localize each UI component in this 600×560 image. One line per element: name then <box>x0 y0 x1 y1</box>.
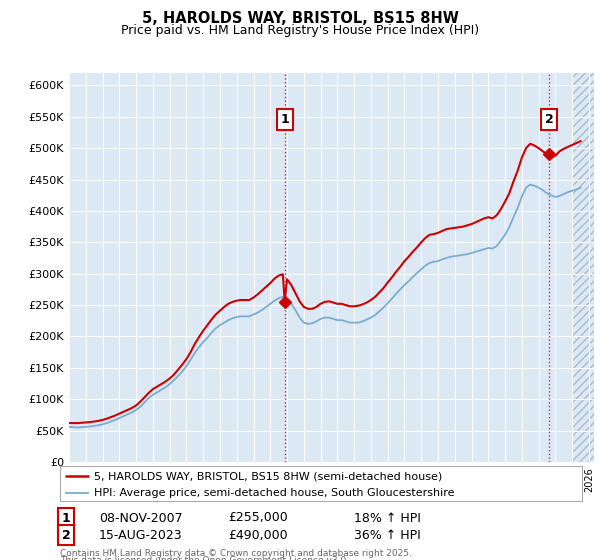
Text: 2: 2 <box>62 529 70 542</box>
Text: 36% ↑ HPI: 36% ↑ HPI <box>354 529 421 542</box>
Text: 5, HAROLDS WAY, BRISTOL, BS15 8HW (semi-detached house): 5, HAROLDS WAY, BRISTOL, BS15 8HW (semi-… <box>94 471 442 481</box>
Text: 15-AUG-2023: 15-AUG-2023 <box>99 529 182 542</box>
Text: 08-NOV-2007: 08-NOV-2007 <box>99 511 182 525</box>
Text: 1: 1 <box>280 113 289 126</box>
Bar <box>572 73 594 462</box>
Text: 1: 1 <box>62 511 70 525</box>
Text: 18% ↑ HPI: 18% ↑ HPI <box>354 511 421 525</box>
Bar <box>572 73 594 462</box>
Text: This data is licensed under the Open Government Licence v3.0.: This data is licensed under the Open Gov… <box>60 556 349 560</box>
Text: HPI: Average price, semi-detached house, South Gloucestershire: HPI: Average price, semi-detached house,… <box>94 488 454 497</box>
Text: £255,000: £255,000 <box>228 511 288 525</box>
Text: £490,000: £490,000 <box>228 529 287 542</box>
Text: 5, HAROLDS WAY, BRISTOL, BS15 8HW: 5, HAROLDS WAY, BRISTOL, BS15 8HW <box>142 11 458 26</box>
Text: Price paid vs. HM Land Registry's House Price Index (HPI): Price paid vs. HM Land Registry's House … <box>121 24 479 36</box>
Text: 2: 2 <box>545 113 553 126</box>
Text: Contains HM Land Registry data © Crown copyright and database right 2025.: Contains HM Land Registry data © Crown c… <box>60 549 412 558</box>
